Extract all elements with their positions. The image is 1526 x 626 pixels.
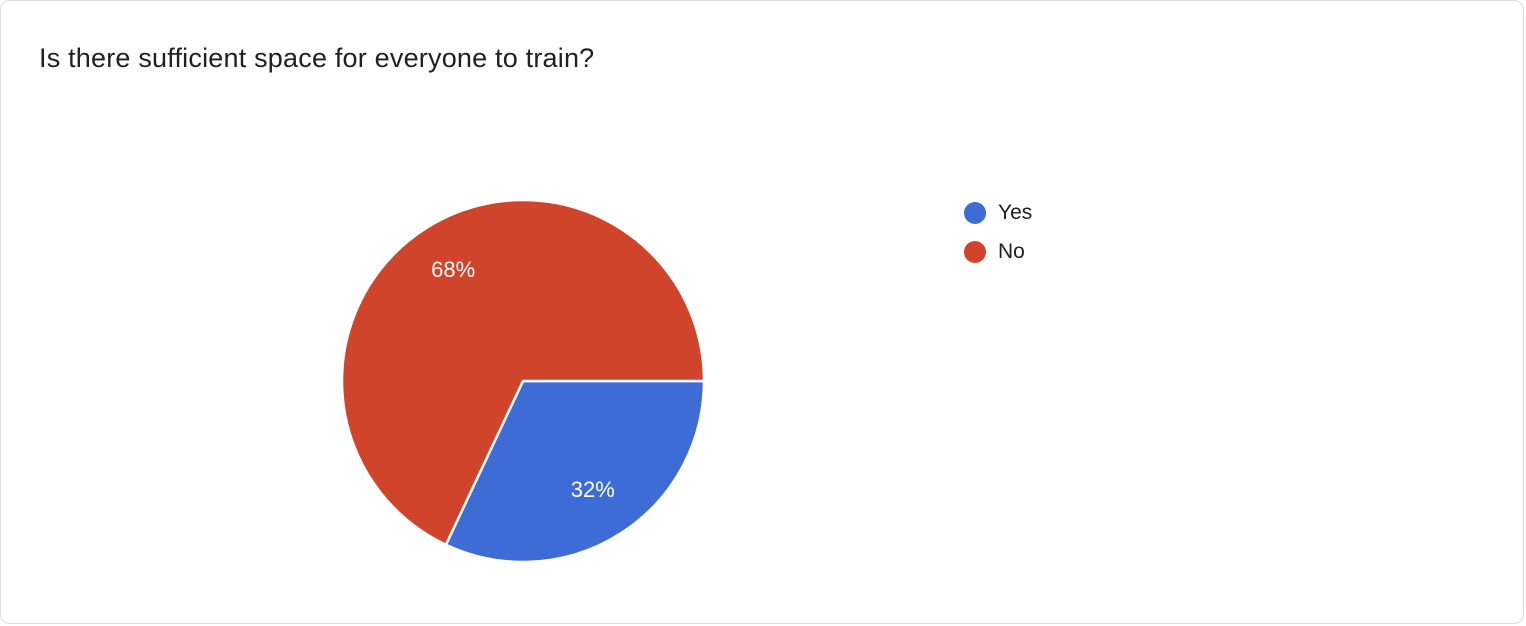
legend-item-no: No xyxy=(964,240,1032,264)
pie-slice-percent-label-no: 68% xyxy=(431,257,475,282)
legend-color-dot-yes xyxy=(964,202,986,224)
chart-legend: Yes No xyxy=(964,201,1032,264)
chart-title: Is there sufficient space for everyone t… xyxy=(39,43,595,73)
pie-slice-no xyxy=(340,198,706,547)
legend-item-yes: Yes xyxy=(964,201,1032,225)
pie-slice-yes xyxy=(444,379,706,564)
legend-label-yes: Yes xyxy=(998,201,1033,224)
legend-color-dot-no xyxy=(964,241,986,263)
pie-slice-percent-label-yes: 32% xyxy=(571,477,615,502)
legend-label-no: No xyxy=(998,240,1025,263)
pie-chart: 32% 68% xyxy=(340,198,706,564)
